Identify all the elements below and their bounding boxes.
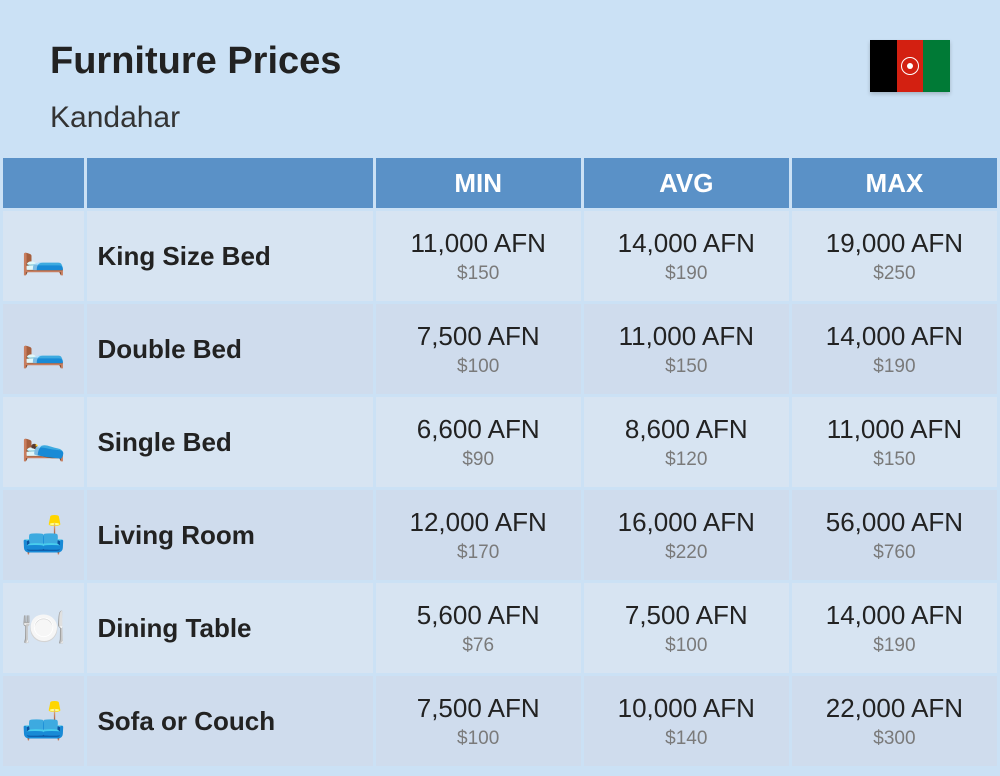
- max-price-afn: 56,000 AFN: [792, 507, 997, 538]
- table-row: 🛏️King Size Bed11,000 AFN$15014,000 AFN$…: [3, 211, 997, 301]
- min-price-cell: 5,600 AFN $76: [376, 583, 581, 673]
- furniture-name: Single Bed: [87, 397, 372, 487]
- max-price-usd: $150: [792, 449, 997, 471]
- avg-price-cell: 11,000 AFN $150: [584, 304, 789, 394]
- max-price-afn: 22,000 AFN: [792, 693, 997, 724]
- furniture-icon: 🛋️: [3, 490, 84, 580]
- max-price-cell: 14,000 AFN $190: [792, 304, 997, 394]
- avg-price-usd: $120: [584, 449, 789, 471]
- min-price-usd: $170: [376, 542, 581, 564]
- max-price-afn: 11,000 AFN: [792, 414, 997, 445]
- max-price-cell: 19,000 AFN $250: [792, 211, 997, 301]
- header-min: MIN: [376, 158, 581, 208]
- min-price-cell: 11,000 AFN $150: [376, 211, 581, 301]
- min-price-usd: $76: [376, 635, 581, 657]
- header: Furniture Prices Kandahar: [0, 0, 1000, 155]
- page-title: Furniture Prices: [50, 40, 341, 83]
- country-flag-icon: [870, 40, 950, 92]
- min-price-usd: $100: [376, 728, 581, 750]
- max-price-cell: 11,000 AFN $150: [792, 397, 997, 487]
- furniture-icon: 🛌: [3, 397, 84, 487]
- max-price-usd: $300: [792, 728, 997, 750]
- avg-price-cell: 16,000 AFN $220: [584, 490, 789, 580]
- table-row: 🛏️Double Bed7,500 AFN $10011,000 AFN $1501…: [3, 304, 997, 394]
- min-price-afn: 7,500 AFN: [376, 693, 581, 724]
- header-name-col: [87, 158, 372, 208]
- avg-price-afn: 16,000 AFN: [584, 507, 789, 538]
- header-max: MAX: [792, 158, 997, 208]
- avg-price-usd: $220: [584, 542, 789, 564]
- avg-price-cell: 14,000 AFN $190: [584, 211, 789, 301]
- avg-price-afn: 11,000 AFN: [584, 321, 789, 352]
- furniture-icon: 🛏️: [3, 304, 84, 394]
- min-price-afn: 7,500 AFN: [376, 321, 581, 352]
- avg-price-afn: 10,000 AFN: [584, 693, 789, 724]
- max-price-cell: 14,000 AFN $190: [792, 583, 997, 673]
- max-price-usd: $760: [792, 542, 997, 564]
- min-price-afn: 11,000 AFN: [376, 228, 581, 259]
- flag-stripe-green: [923, 40, 950, 92]
- prices-table: MIN AVG MAX 🛏️King Size Bed11,000 AFN$15…: [0, 155, 1000, 769]
- page-subtitle: Kandahar: [50, 101, 341, 135]
- min-price-afn: 6,600 AFN: [376, 414, 581, 445]
- max-price-afn: 14,000 AFN: [792, 321, 997, 352]
- avg-price-usd: $190: [584, 263, 789, 285]
- header-icon-col: [3, 158, 84, 208]
- avg-price-afn: 8,600 AFN: [584, 414, 789, 445]
- min-price-cell: 6,600 AFN $90: [376, 397, 581, 487]
- avg-price-usd: $150: [584, 356, 789, 378]
- avg-price-usd: $100: [584, 635, 789, 657]
- furniture-icon: 🍽️: [3, 583, 84, 673]
- avg-price-cell: 10,000 AFN $140: [584, 676, 789, 766]
- max-price-usd: $190: [792, 356, 997, 378]
- furniture-icon: 🛏️: [3, 211, 84, 301]
- table-row: 🛋️Sofa or Couch7,500 AFN $10010,000 AFN $1…: [3, 676, 997, 766]
- max-price-usd: $190: [792, 635, 997, 657]
- avg-price-usd: $140: [584, 728, 789, 750]
- avg-price-afn: 7,500 AFN: [584, 600, 789, 631]
- table-row: 🍽️Dining Table5,600 AFN $767,500 AFN $1001…: [3, 583, 997, 673]
- title-block: Furniture Prices Kandahar: [50, 40, 341, 135]
- flag-stripe-black: [870, 40, 897, 92]
- max-price-cell: 22,000 AFN $300: [792, 676, 997, 766]
- flag-stripe-red: [897, 40, 924, 92]
- avg-price-afn: 14,000 AFN: [584, 228, 789, 259]
- table-row: 🛌Single Bed6,600 AFN $908,600 AFN $12011,0…: [3, 397, 997, 487]
- min-price-usd: $150: [376, 263, 581, 285]
- furniture-name: Double Bed: [87, 304, 372, 394]
- max-price-afn: 19,000 AFN: [792, 228, 997, 259]
- furniture-name: Dining Table: [87, 583, 372, 673]
- table-header-row: MIN AVG MAX: [3, 158, 997, 208]
- min-price-usd: $100: [376, 356, 581, 378]
- min-price-cell: 7,500 AFN $100: [376, 304, 581, 394]
- max-price-usd: $250: [792, 263, 997, 285]
- min-price-afn: 12,000 AFN: [376, 507, 581, 538]
- flag-emblem-icon: [901, 57, 919, 75]
- max-price-cell: 56,000 AFN $760: [792, 490, 997, 580]
- furniture-name: Sofa or Couch: [87, 676, 372, 766]
- max-price-afn: 14,000 AFN: [792, 600, 997, 631]
- min-price-cell: 7,500 AFN $100: [376, 676, 581, 766]
- furniture-name: Living Room: [87, 490, 372, 580]
- avg-price-cell: 8,600 AFN $120: [584, 397, 789, 487]
- furniture-icon: 🛋️: [3, 676, 84, 766]
- min-price-cell: 12,000 AFN $170: [376, 490, 581, 580]
- table-row: 🛋️Living Room12,000 AFN $17016,000 AFN $22…: [3, 490, 997, 580]
- furniture-name: King Size Bed: [87, 211, 372, 301]
- min-price-afn: 5,600 AFN: [376, 600, 581, 631]
- min-price-usd: $90: [376, 449, 581, 471]
- header-avg: AVG: [584, 158, 789, 208]
- avg-price-cell: 7,500 AFN $100: [584, 583, 789, 673]
